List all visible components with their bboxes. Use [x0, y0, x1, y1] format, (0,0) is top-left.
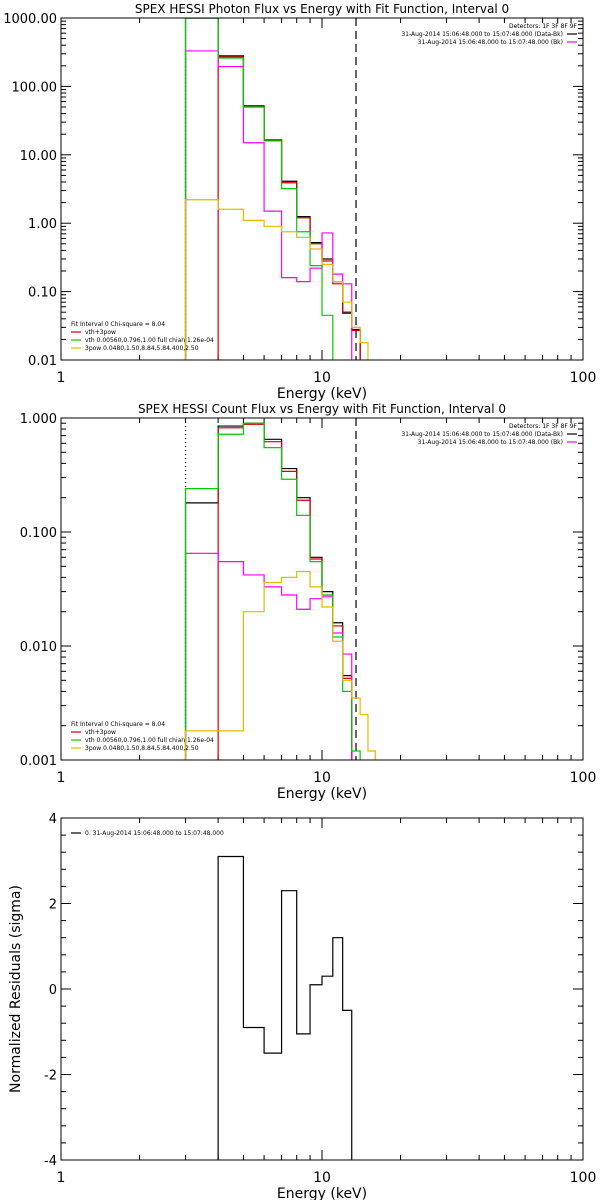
legend-bottom-left-entry: 3pow 0.0480,1.50,8.84,5.84,400,2.50	[85, 745, 199, 752]
y-tick-label: 0.001	[20, 754, 57, 769]
plot-frame	[60, 417, 584, 761]
series-line-1	[217, 855, 353, 1160]
x-tick-label: 100	[570, 770, 597, 786]
x-tick-label: 10	[313, 1170, 331, 1186]
x-tick-label: 1	[57, 770, 66, 786]
series-line-5	[184, 199, 369, 360]
legend-top-right-entry: 31-Aug-2014 15:06:48.000 to 15:07:48.000…	[418, 39, 563, 46]
series-line-3	[184, 50, 353, 360]
y-tick-label: 2	[49, 898, 57, 913]
series-line-1	[184, 422, 353, 760]
x-axis-label: Energy (keV)	[277, 386, 367, 402]
y-tick-label: 1000.00	[3, 12, 57, 27]
chart-panel-2: SPEX HESSI Count Flux vs Energy with Fit…	[20, 402, 597, 802]
legend-bottom-left-entry: 3pow 0.0480,1.50,8.84,5.84,400,2.50	[85, 345, 199, 352]
plot-frame	[60, 17, 584, 361]
plot-area	[184, 418, 376, 760]
legend-bottom-left-entry: vth+3pow	[85, 329, 116, 336]
y-tick-label: 10.00	[20, 149, 57, 164]
legend-top-left-entry: 0. 31-Aug-2014 15:06:48.000 to 15:07:48.…	[85, 830, 224, 837]
legend-top-right-entry: 31-Aug-2014 15:06:48.000 to 15:07:48.000…	[401, 431, 563, 438]
y-tick-label: 100.00	[12, 80, 58, 95]
y-tick-label: 1.00	[28, 217, 57, 232]
legend-top-right-entry: 31-Aug-2014 15:06:48.000 to 15:07:48.000…	[401, 31, 563, 38]
legend-top-right-entry: Detectors: 1F 3F 8F 9F	[509, 423, 578, 430]
chart-title: SPEX HESSI Photon Flux vs Energy with Fi…	[135, 2, 509, 16]
plot-area	[184, 18, 369, 360]
y-tick-label: 4	[49, 812, 57, 827]
legend-bottom-left-entry: vth 0.00560,0.796,1.00 full chian 1.26e-…	[85, 737, 214, 744]
legend-top-right-entry: Detectors: 1F 3F 8F 9F	[509, 23, 578, 30]
y-axis-label: Normalized Residuals (sigma)	[8, 885, 24, 1093]
chart-title: SPEX HESSI Count Flux vs Energy with Fit…	[138, 402, 506, 416]
x-tick-label: 1	[57, 1170, 66, 1186]
y-tick-label: -2	[44, 1069, 57, 1084]
y-tick-label: 1.000	[20, 412, 57, 427]
x-axis-label: Energy (keV)	[277, 1186, 367, 1200]
plot-area	[217, 855, 353, 1160]
legend-bottom-left-entry: Fit Interval 0 Chi-square = 8.04	[71, 321, 165, 328]
series-line-2	[217, 423, 353, 760]
y-tick-label: 0.01	[28, 354, 57, 369]
legend-bottom-left-entry: vth 0.00560,0.796,1.00 full chian 1.26e-…	[85, 337, 214, 344]
x-tick-label: 100	[570, 1170, 597, 1186]
chart-panel-3: 1 10 100 -4 -2 0 2 4 Energy (keV) Normalized Resi…	[8, 812, 596, 1200]
legend-bottom-left-entry: vth+3pow	[85, 729, 116, 736]
y-tick-label: -4	[44, 1154, 57, 1169]
series-line-4	[184, 422, 361, 760]
legend-top-right-entry: 31-Aug-2014 15:06:48.000 to 15:07:48.000…	[418, 439, 563, 446]
y-tick-label: 0.10	[28, 286, 57, 301]
y-tick-label: 0.010	[20, 640, 57, 655]
series-line-5	[184, 570, 376, 760]
series-line-4	[184, 18, 334, 360]
x-tick-label: 10	[313, 370, 331, 386]
legend-bottom-left-entry: Fit Interval 0 Chi-square = 8.04	[71, 721, 165, 728]
series-line-1	[184, 18, 361, 360]
plot-frame	[60, 817, 584, 1161]
y-tick-label: 0.100	[20, 526, 57, 541]
x-tick-label: 10	[313, 770, 331, 786]
x-tick-label: 1	[57, 370, 66, 386]
x-tick-label: 100	[570, 370, 597, 386]
x-axis-label: Energy (keV)	[277, 786, 367, 802]
y-tick-label: 0	[49, 983, 57, 998]
chart-panel-1: SPEX HESSI Photon Flux vs Energy with Fi…	[3, 2, 596, 402]
